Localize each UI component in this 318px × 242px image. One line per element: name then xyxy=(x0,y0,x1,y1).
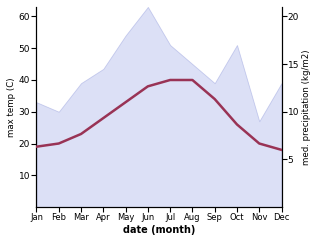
X-axis label: date (month): date (month) xyxy=(123,225,195,235)
Y-axis label: max temp (C): max temp (C) xyxy=(7,77,16,137)
Y-axis label: med. precipitation (kg/m2): med. precipitation (kg/m2) xyxy=(302,49,311,165)
